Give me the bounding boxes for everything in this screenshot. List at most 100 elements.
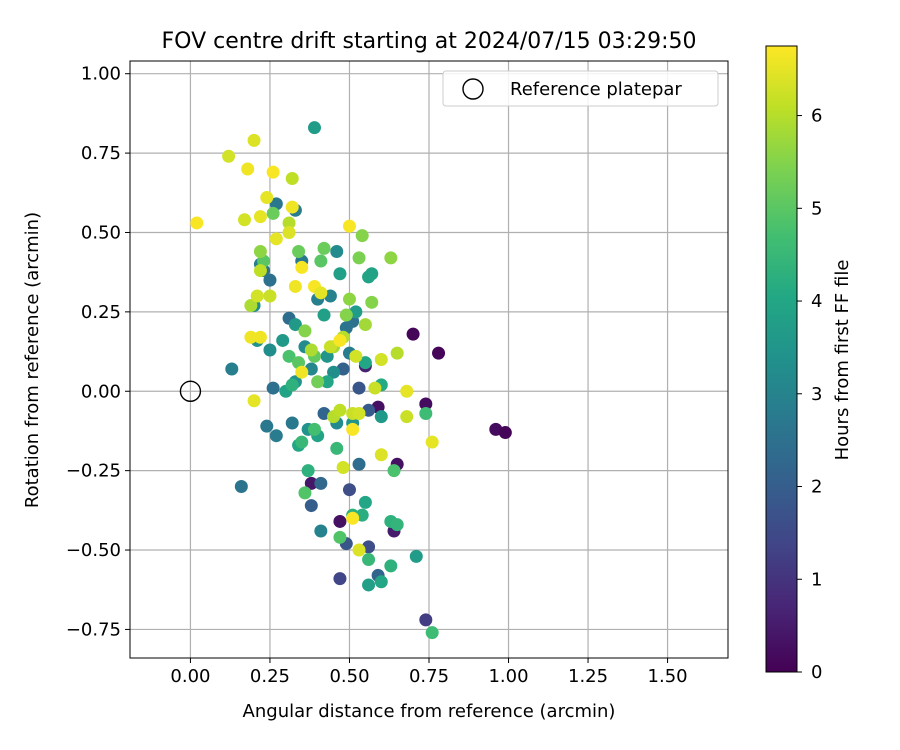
y-tick-label: 0.75 [81, 143, 121, 164]
data-point [285, 171, 299, 185]
data-point [314, 254, 328, 268]
data-point [266, 165, 280, 179]
colorbar: 0 1 2 3 4 5 6 Hours from first FF file [765, 45, 853, 683]
data-point [276, 333, 290, 347]
data-point [346, 511, 360, 525]
data-point [336, 460, 350, 474]
grid-lines [130, 61, 728, 658]
data-point [288, 279, 302, 293]
data-point [222, 149, 236, 163]
data-point [266, 206, 280, 220]
data-point [263, 273, 277, 287]
y-tick-label: 0.00 [81, 381, 121, 402]
data-point [311, 375, 325, 389]
data-point [253, 210, 267, 224]
colorbar-tick-label: 3 [811, 384, 822, 405]
data-point [358, 356, 372, 370]
data-point [333, 514, 347, 528]
x-tick-label: 0.50 [329, 666, 369, 687]
data-point [387, 464, 401, 478]
data-point [339, 308, 353, 322]
colorbar-tick-label: 1 [811, 569, 822, 590]
data-point [390, 518, 404, 532]
data-point [314, 524, 328, 538]
data-point [253, 330, 267, 344]
data-point [419, 406, 433, 420]
data-point [409, 549, 423, 563]
data-point [307, 121, 321, 135]
data-point [355, 229, 369, 243]
x-axis-label: Angular distance from reference (arcmin) [243, 701, 616, 722]
data-point [260, 419, 274, 433]
colorbar-tick-label: 2 [811, 477, 822, 498]
data-point [285, 416, 299, 430]
x-tick-label: 1.25 [568, 666, 608, 687]
data-point [253, 264, 267, 278]
data-point [247, 133, 261, 147]
data-point [333, 333, 347, 347]
data-point [253, 245, 267, 259]
y-tick-label: −0.75 [66, 619, 121, 640]
data-point [320, 375, 334, 389]
data-point [298, 486, 312, 500]
data-point [190, 216, 204, 230]
data-point [498, 426, 512, 440]
data-point [342, 292, 356, 306]
data-point [323, 340, 337, 354]
data-point [425, 626, 439, 640]
data-point [384, 559, 398, 573]
colorbar-tick-label: 6 [811, 106, 822, 127]
data-point [352, 457, 366, 471]
x-tick-label: 0.25 [250, 666, 290, 687]
data-point [400, 410, 414, 424]
data-point [285, 200, 299, 214]
data-point [362, 553, 376, 567]
data-point [269, 232, 283, 246]
data-point [346, 422, 360, 436]
scatter-points [190, 121, 512, 640]
y-axis-label: Rotation from reference (arcmin) [22, 212, 43, 508]
data-point [295, 365, 309, 379]
data-point [362, 578, 376, 592]
data-point [295, 260, 309, 274]
data-point [292, 245, 306, 259]
plot-frame [129, 60, 729, 659]
data-point [304, 476, 318, 490]
y-axis: −0.75 −0.50 −0.25 0.00 0.25 0.50 0.75 1.00 [66, 64, 130, 640]
data-point [333, 403, 347, 417]
data-point [282, 349, 296, 363]
data-point [400, 384, 414, 398]
data-point [374, 448, 388, 462]
data-point [365, 295, 379, 309]
data-point [250, 289, 264, 303]
y-tick-label: −0.50 [66, 540, 121, 561]
colorbar-tick-label: 0 [811, 662, 822, 683]
x-tick-label: 1.50 [648, 666, 688, 687]
data-point [327, 365, 341, 379]
legend: Reference platepar [442, 70, 719, 107]
data-point [295, 435, 309, 449]
data-point [282, 216, 296, 230]
data-point [241, 162, 255, 176]
reference-point [179, 380, 202, 402]
data-point [368, 381, 382, 395]
data-point [330, 441, 344, 455]
data-point [425, 435, 439, 449]
x-tick-label: 1.00 [488, 666, 528, 687]
legend-box [442, 70, 719, 107]
data-point [342, 219, 356, 233]
legend-label-reference: Reference platepar [510, 79, 682, 100]
data-point [349, 349, 363, 363]
data-point [333, 572, 347, 586]
data-point [263, 343, 277, 357]
data-point [244, 299, 258, 313]
y-tick-label: 1.00 [81, 64, 121, 85]
y-tick-label: −0.25 [66, 461, 121, 482]
data-point [266, 381, 280, 395]
data-point [390, 346, 404, 360]
data-point [285, 378, 299, 392]
x-axis: 0.00 0.25 0.50 0.75 1.00 1.25 1.50 [170, 658, 688, 687]
data-point [352, 543, 366, 557]
data-point [342, 483, 356, 497]
data-point [304, 343, 318, 357]
